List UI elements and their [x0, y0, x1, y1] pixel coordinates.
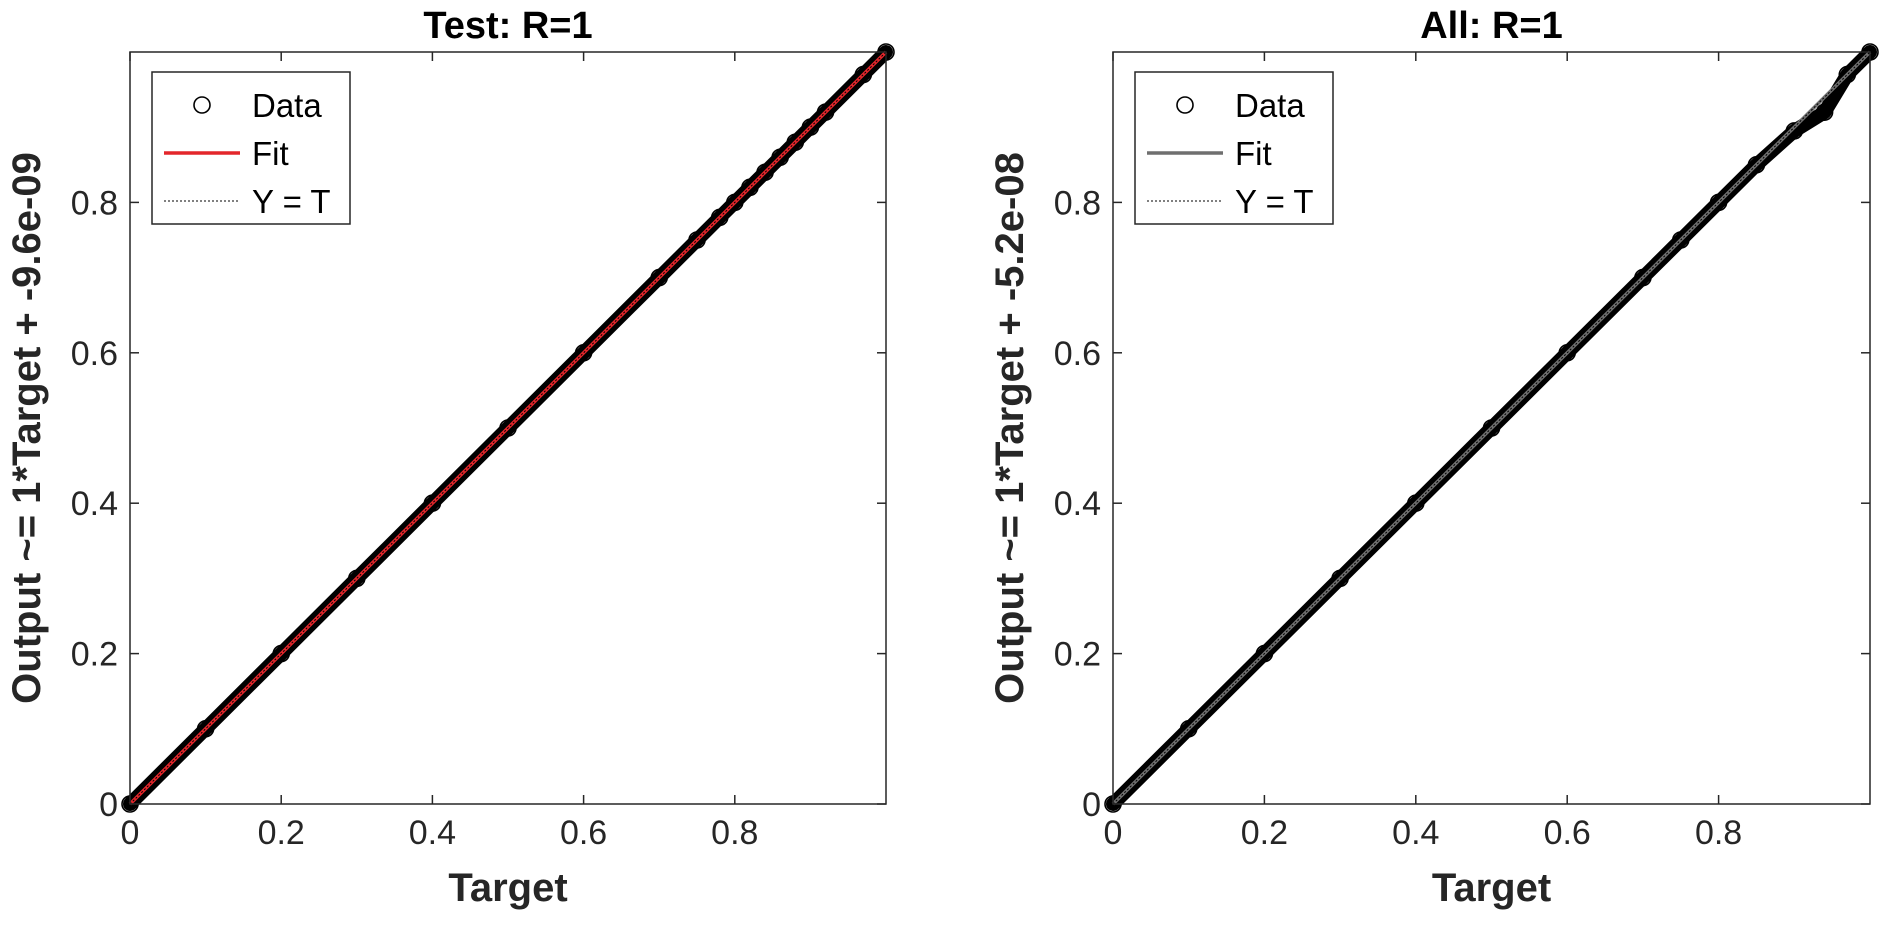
- y-tick-label: 0: [99, 786, 118, 824]
- legend-marker-data: [193, 96, 211, 114]
- legend-label: Data: [252, 87, 322, 124]
- data-point: [499, 419, 517, 437]
- data-point: [1558, 343, 1576, 362]
- data-point: [1255, 644, 1274, 663]
- data-point: [272, 644, 291, 663]
- axes-box: [1112, 51, 1871, 805]
- data-point: [1671, 231, 1690, 249]
- data-point: [1747, 156, 1766, 174]
- legend-label: Fit: [1235, 135, 1272, 172]
- legend-label: Data: [1235, 87, 1305, 124]
- legend-label: Fit: [252, 135, 289, 172]
- identity-line: [1112, 51, 1871, 805]
- legend-label: Y = T: [252, 183, 331, 220]
- data-point: [574, 343, 593, 362]
- data-point: [801, 118, 820, 136]
- x-tick-label: 0.2: [1241, 814, 1288, 852]
- chart-title: All: R=1: [1420, 5, 1563, 47]
- data-point: [1815, 103, 1834, 121]
- legend-marker-data: [1176, 96, 1194, 114]
- y-tick-label: 0.6: [71, 335, 118, 373]
- data-point: [688, 231, 706, 249]
- data-point: [771, 148, 789, 167]
- y-axis-label: Output ~= 1*Target + -9.6e-09: [5, 152, 49, 704]
- y-tick-label: 0.2: [71, 636, 118, 674]
- identity-line: [129, 51, 887, 805]
- data-point: [756, 163, 774, 182]
- y-tick-label: 0.8: [71, 184, 118, 222]
- chart-panel-2: 0 0.2 0.4 0.6 0.8 0 0.2 0.4 0.6 0.8 All: R=1 Target…: [988, 5, 1879, 910]
- data-point: [1634, 268, 1652, 287]
- legend-box: [1134, 71, 1334, 225]
- legend-box: [151, 71, 351, 225]
- x-tick-label: 0.8: [1695, 814, 1742, 852]
- x-axis-label: Target: [1432, 866, 1551, 910]
- data-point: [650, 268, 669, 287]
- y-tick-label: 0.6: [1054, 335, 1101, 373]
- data-point: [196, 719, 215, 738]
- data-point: [1482, 419, 1501, 437]
- legend: Data Fit Y = T: [1134, 71, 1334, 225]
- y-tick-label: 0.2: [1054, 636, 1101, 674]
- x-axis-label: Target: [448, 866, 567, 910]
- x-tick-label: 0.4: [409, 814, 456, 852]
- data-point: [710, 208, 729, 227]
- data-point: [786, 133, 805, 152]
- chart-panel-1: 0 0.2 0.4 0.6 0.8 0 0.2 0.4 0.6 0.8 Test: R=1 Targe…: [5, 5, 895, 910]
- y-tick-label: 0.4: [1054, 485, 1101, 523]
- legend-label: Y = T: [1235, 183, 1314, 220]
- data-point: [423, 494, 442, 513]
- data-point: [725, 193, 744, 212]
- legend: Data Fit Y = T: [151, 71, 351, 225]
- x-tick-label: 0: [1104, 814, 1123, 852]
- data-point: [1179, 719, 1198, 738]
- data-point: [347, 569, 366, 588]
- y-axis-label: Output ~= 1*Target + -5.2e-08: [988, 152, 1032, 704]
- x-tick-label: 0: [121, 814, 140, 852]
- x-tick-label: 0.2: [258, 814, 305, 852]
- data-point: [1709, 193, 1728, 212]
- x-tick-label: 0.8: [711, 814, 758, 852]
- data-point: [1331, 569, 1349, 588]
- y-tick-label: 0: [1082, 786, 1101, 824]
- chart-title: Test: R=1: [423, 5, 592, 47]
- x-tick-label: 0.4: [1392, 814, 1439, 852]
- data-point: [1785, 122, 1804, 140]
- axes-box: [129, 51, 887, 805]
- data-point: [816, 103, 835, 121]
- data-point: [854, 65, 873, 84]
- y-tick-label: 0.8: [1054, 184, 1101, 222]
- data-point: [1407, 494, 1425, 513]
- data-point: [1838, 65, 1857, 84]
- data-point: [741, 178, 759, 197]
- y-tick-label: 0.4: [71, 485, 118, 523]
- x-tick-label: 0.6: [560, 814, 607, 852]
- x-tick-label: 0.6: [1544, 814, 1591, 852]
